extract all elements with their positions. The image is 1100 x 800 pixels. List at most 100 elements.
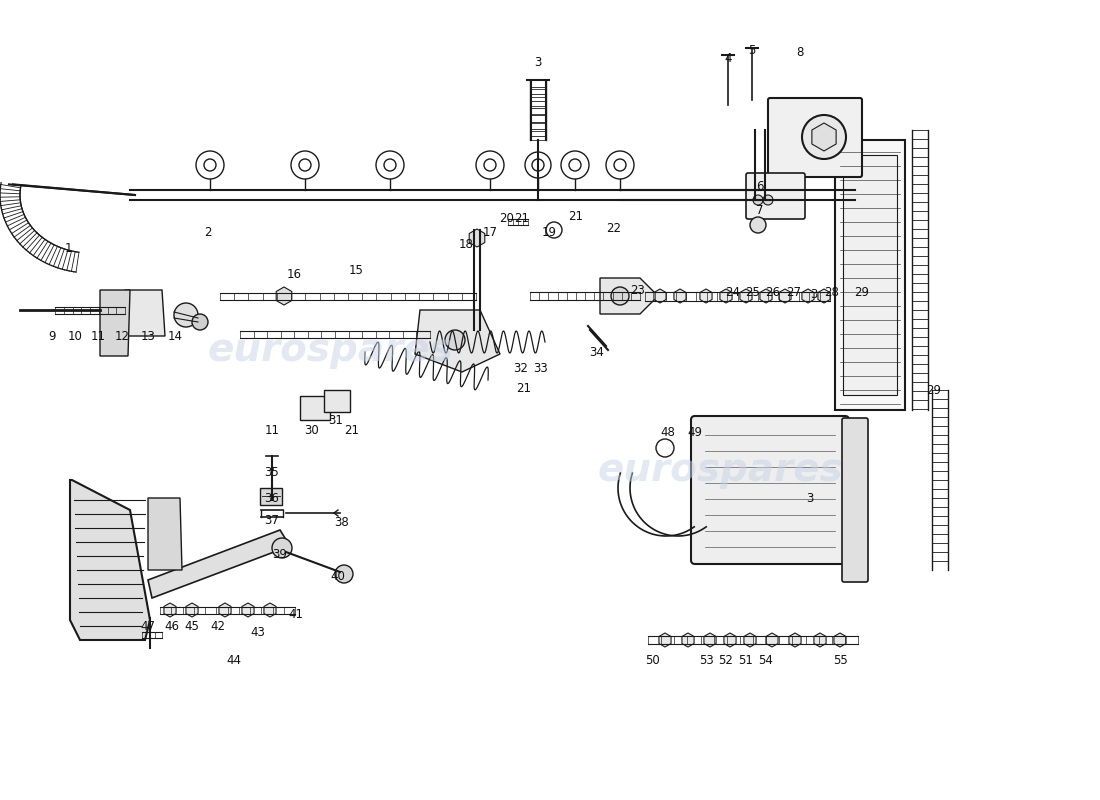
Text: 43: 43 [251, 626, 265, 638]
Text: 26: 26 [766, 286, 781, 298]
FancyBboxPatch shape [842, 418, 868, 582]
Text: 31: 31 [329, 414, 343, 426]
Polygon shape [719, 289, 733, 303]
Text: 11: 11 [264, 423, 279, 437]
Text: 38: 38 [334, 515, 350, 529]
Text: 21: 21 [344, 423, 360, 437]
Text: 22: 22 [606, 222, 621, 234]
Text: 53: 53 [698, 654, 714, 666]
Polygon shape [789, 633, 801, 647]
Polygon shape [148, 498, 182, 570]
Polygon shape [818, 289, 830, 303]
Circle shape [446, 330, 465, 350]
Polygon shape [70, 480, 150, 640]
Circle shape [610, 287, 629, 305]
Text: 13: 13 [141, 330, 155, 342]
Polygon shape [704, 633, 716, 647]
Text: 19: 19 [541, 226, 557, 238]
Text: 51: 51 [738, 654, 754, 666]
Text: 1: 1 [64, 242, 72, 254]
Text: 21: 21 [517, 382, 531, 394]
Circle shape [192, 314, 208, 330]
Bar [260, 488, 282, 505]
Circle shape [802, 115, 846, 159]
Polygon shape [653, 289, 667, 303]
Text: 3: 3 [806, 491, 814, 505]
Text: 20: 20 [499, 211, 515, 225]
Text: 3: 3 [535, 55, 541, 69]
Text: 4: 4 [724, 51, 732, 65]
Text: 46: 46 [165, 619, 179, 633]
Text: 9: 9 [48, 330, 56, 342]
Text: 3: 3 [811, 287, 817, 301]
Text: 29: 29 [855, 286, 869, 298]
Text: 45: 45 [185, 619, 199, 633]
Text: 14: 14 [167, 330, 183, 342]
Text: eurospares: eurospares [207, 331, 453, 369]
Text: 30: 30 [305, 423, 319, 437]
Text: 6: 6 [757, 179, 763, 193]
Polygon shape [700, 289, 712, 303]
Text: 2: 2 [205, 226, 211, 238]
Polygon shape [834, 633, 846, 647]
Polygon shape [779, 289, 791, 303]
Text: 11: 11 [90, 330, 106, 342]
Polygon shape [324, 390, 350, 412]
Polygon shape [415, 310, 500, 372]
Text: 40: 40 [331, 570, 345, 582]
Text: 15: 15 [349, 263, 363, 277]
Circle shape [750, 217, 766, 233]
Text: 23: 23 [630, 283, 646, 297]
Text: 21: 21 [515, 211, 529, 225]
Text: 34: 34 [590, 346, 604, 358]
Text: 39: 39 [273, 547, 287, 561]
Circle shape [272, 538, 292, 558]
Text: 54: 54 [759, 654, 773, 666]
Polygon shape [148, 530, 290, 598]
Text: 48: 48 [661, 426, 675, 438]
Text: 41: 41 [288, 607, 304, 621]
Text: 52: 52 [718, 654, 734, 666]
Polygon shape [470, 229, 485, 247]
Polygon shape [125, 290, 165, 336]
Polygon shape [264, 603, 276, 617]
Text: 25: 25 [746, 286, 760, 298]
Polygon shape [276, 287, 292, 305]
Polygon shape [219, 603, 231, 617]
Polygon shape [740, 289, 752, 303]
Polygon shape [802, 289, 814, 303]
FancyBboxPatch shape [691, 416, 849, 564]
Circle shape [336, 565, 353, 583]
Circle shape [174, 303, 198, 327]
Text: 33: 33 [534, 362, 549, 374]
Bar [835, 140, 905, 410]
Text: 8: 8 [796, 46, 804, 58]
Polygon shape [674, 289, 686, 303]
Text: 35: 35 [265, 466, 279, 478]
Polygon shape [814, 633, 826, 647]
FancyBboxPatch shape [768, 98, 862, 177]
Text: 16: 16 [286, 267, 301, 281]
Circle shape [754, 195, 763, 205]
Text: eurospares: eurospares [597, 451, 843, 489]
Text: 24: 24 [726, 286, 740, 298]
Text: 47: 47 [141, 619, 155, 633]
Polygon shape [682, 633, 694, 647]
Polygon shape [744, 633, 756, 647]
Text: 36: 36 [265, 491, 279, 505]
Text: 42: 42 [210, 619, 225, 633]
Polygon shape [766, 633, 778, 647]
Polygon shape [659, 633, 671, 647]
Text: 32: 32 [514, 362, 528, 374]
Polygon shape [100, 290, 130, 356]
Text: 18: 18 [459, 238, 473, 250]
Bar [843, 155, 896, 395]
Text: 49: 49 [688, 426, 703, 438]
Polygon shape [164, 603, 176, 617]
Text: 44: 44 [227, 654, 242, 666]
Text: 21: 21 [569, 210, 583, 222]
Polygon shape [186, 603, 198, 617]
Text: 5: 5 [748, 43, 756, 57]
FancyBboxPatch shape [746, 173, 805, 219]
Text: 55: 55 [833, 654, 847, 666]
